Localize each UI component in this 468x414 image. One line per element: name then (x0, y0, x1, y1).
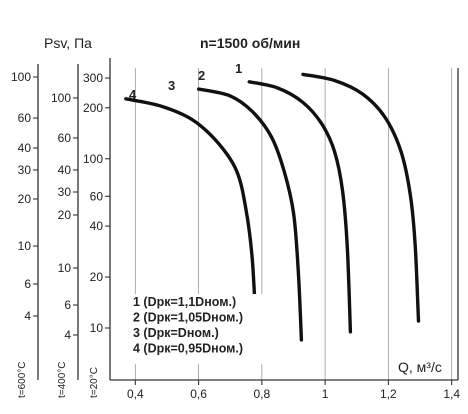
temperature-label: t=20°C (89, 367, 100, 398)
x-tick-label: 1,4 (443, 387, 460, 401)
x-tick-label: 1 (322, 387, 329, 401)
x-tick-label: 1,2 (380, 387, 397, 401)
chart-title: n=1500 об/мин (200, 35, 300, 51)
x-tick-label: 0,6 (190, 387, 207, 401)
y-tick-label: 60 (90, 189, 104, 203)
y-tick-label: 40 (90, 219, 104, 233)
y-tick-label-temp: 4 (64, 328, 71, 342)
y-tick-label-temp: 10 (58, 261, 72, 275)
y-tick-label-temp: 30 (58, 185, 72, 199)
y-tick-label: 200 (83, 101, 103, 115)
x-axis-title: Q, м³/с (398, 359, 442, 375)
y-tick-label-temp: 60 (18, 111, 32, 125)
y-tick-label-temp: 100 (11, 70, 31, 84)
y-tick-label-temp: 40 (18, 141, 32, 155)
temperature-label: t=600°C (17, 361, 28, 398)
y-tick-label-temp: 20 (58, 208, 72, 222)
series-number-label: 2 (198, 68, 205, 83)
x-tick-label: 0,4 (127, 387, 144, 401)
series-line-2 (247, 80, 353, 334)
y-axis-title: Psv, Па (44, 35, 92, 51)
y-tick-label-temp: 100 (51, 91, 71, 105)
legend-entry: 4 (Dрк=0,95Dном.) (133, 342, 243, 356)
y-tick-label-temp: 20 (18, 192, 32, 206)
series-line-1 (301, 72, 421, 323)
y-tick-label-temp: 30 (18, 163, 32, 177)
y-tick-label: 10 (90, 321, 104, 335)
temperature-label: t=400°C (57, 361, 68, 398)
y-tick-label-temp: 60 (58, 131, 72, 145)
series-line-4 (124, 97, 259, 350)
y-tick-label: 100 (83, 152, 103, 166)
series-line-3 (196, 87, 304, 342)
series-number-label: 3 (168, 78, 175, 93)
y-tick-label: 20 (90, 270, 104, 284)
series-number-label: 1 (235, 61, 242, 76)
y-tick-label-temp: 6 (64, 298, 71, 312)
legend-entry: 1 (Dрк=1,1Dном.) (133, 295, 236, 309)
series-number-label: 4 (129, 87, 137, 102)
y-tick-label-temp: 40 (58, 163, 72, 177)
y-tick-label-temp: 10 (18, 239, 32, 253)
y-tick-label-temp: 6 (24, 277, 31, 291)
y-tick-label-temp: 4 (24, 309, 31, 323)
legend-entry: 3 (Dрк=Dном.) (133, 326, 219, 340)
y-tick-label: 300 (83, 71, 103, 85)
legend-box (129, 294, 271, 364)
legend-entry: 2 (Dрк=1,05Dном.) (133, 311, 243, 325)
x-tick-label: 0,8 (254, 387, 271, 401)
